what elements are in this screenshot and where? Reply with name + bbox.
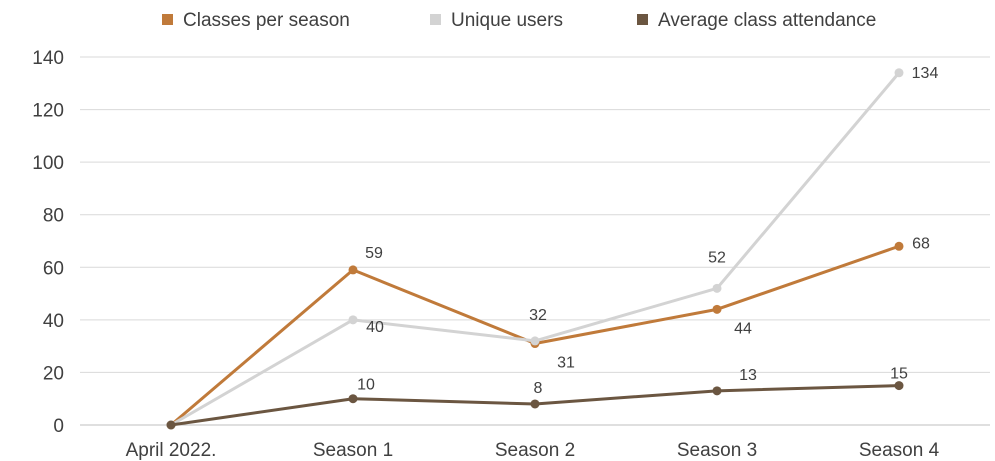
data-point <box>530 399 540 409</box>
data-point <box>530 336 540 346</box>
data-label: 52 <box>708 249 726 266</box>
legend-swatch <box>162 14 173 25</box>
data-label: 68 <box>912 235 930 252</box>
y-tick-label: 120 <box>32 101 64 122</box>
legend-swatch <box>637 14 648 25</box>
gridlines <box>80 56 990 373</box>
y-tick-label: 0 <box>53 416 64 437</box>
data-label: 31 <box>557 355 575 372</box>
y-tick-label: 100 <box>32 153 64 174</box>
series <box>166 68 904 430</box>
y-tick-label: 140 <box>32 48 64 69</box>
data-point <box>348 265 358 275</box>
data-point <box>712 386 722 396</box>
x-tick-label: Season 2 <box>495 440 575 461</box>
legend-swatch <box>430 14 441 25</box>
data-label: 44 <box>734 320 752 337</box>
data-label: 59 <box>365 245 383 262</box>
data-point <box>712 283 722 293</box>
data-point <box>348 315 358 325</box>
y-tick-label: 40 <box>43 311 64 332</box>
data-label: 32 <box>529 307 547 324</box>
legend-label: Classes per season <box>183 10 350 31</box>
x-tick-label: Season 1 <box>313 440 393 461</box>
data-label: 10 <box>357 377 375 394</box>
y-tick-label: 60 <box>43 258 64 279</box>
data-label: 134 <box>912 65 939 82</box>
data-label: 13 <box>739 367 757 384</box>
y-tick-label: 20 <box>43 363 64 384</box>
data-labels: 59 31 44 68 40 32 52 134 10 8 13 15 <box>357 65 938 397</box>
data-point <box>894 68 904 78</box>
data-point <box>894 381 904 391</box>
series-line <box>170 244 900 427</box>
data-label: 8 <box>534 380 543 397</box>
axes: 0 20 40 60 80 100 120 140 April 2022. Season 1 Sea… <box>32 48 990 461</box>
data-point <box>166 420 176 430</box>
legend: Classes per season Unique users Average cl… <box>162 10 876 31</box>
data-label: 15 <box>890 366 908 383</box>
data-point <box>712 304 722 314</box>
x-tick-label: Season 3 <box>677 440 757 461</box>
legend-label: Average class attendance <box>658 10 876 31</box>
x-tick-label: Season 4 <box>859 440 940 461</box>
data-point <box>348 394 358 404</box>
y-tick-label: 80 <box>43 206 64 227</box>
data-point <box>894 241 904 251</box>
data-label: 40 <box>366 319 384 336</box>
x-tick-label: April 2022. <box>126 440 217 461</box>
legend-label: Unique users <box>451 10 563 31</box>
